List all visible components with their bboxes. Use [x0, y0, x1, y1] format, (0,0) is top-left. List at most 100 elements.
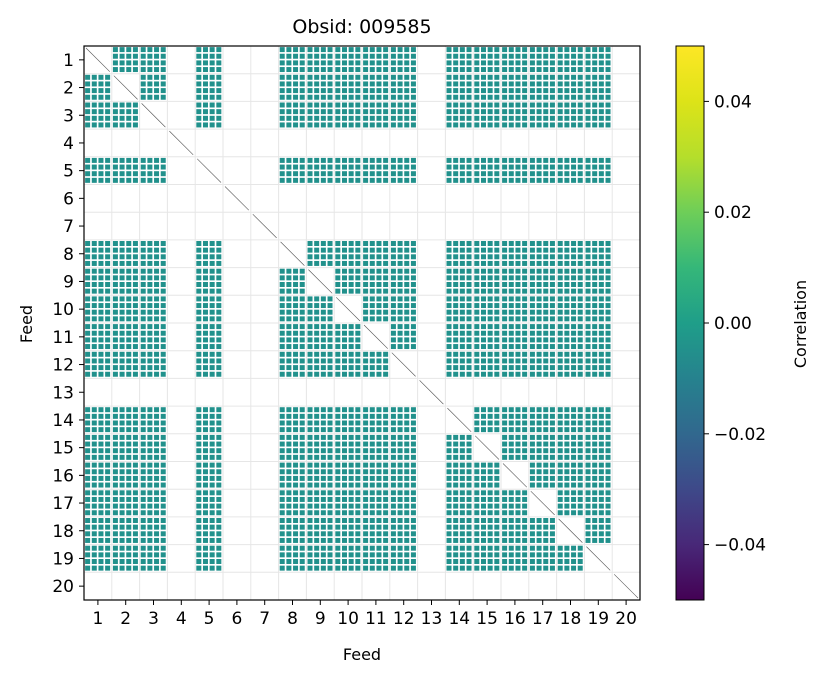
- heatmap-subcell: [293, 407, 299, 413]
- heatmap-subcell: [279, 537, 285, 543]
- heatmap-subcell: [279, 81, 285, 87]
- heatmap-subcell: [383, 531, 389, 537]
- heatmap-subcell: [314, 67, 320, 73]
- heatmap-cell: [502, 102, 528, 128]
- heatmap-subcell: [160, 53, 166, 59]
- heatmap-subcell: [160, 545, 166, 551]
- heatmap-subcell: [522, 157, 528, 163]
- heatmap-subcell: [154, 164, 160, 170]
- heatmap-cell: [196, 490, 222, 516]
- heatmap-subcell: [299, 420, 305, 426]
- heatmap-subcell: [154, 330, 160, 336]
- heatmap-subcell: [397, 109, 403, 115]
- heatmap-subcell: [605, 94, 611, 100]
- heatmap-subcell: [543, 324, 549, 330]
- heatmap-subcell: [209, 559, 215, 564]
- colorbar-ticks: 0.040.020.00−0.02−0.04: [704, 92, 766, 556]
- heatmap-subcell: [202, 316, 208, 322]
- heatmap-subcell: [85, 371, 91, 377]
- heatmap-cell: [557, 241, 583, 266]
- heatmap-subcell: [196, 268, 202, 274]
- heatmap-subcell: [410, 254, 416, 260]
- heatmap-cell: [529, 296, 555, 322]
- heatmap-subcell: [320, 482, 326, 488]
- heatmap-subcell: [494, 122, 500, 128]
- heatmap-subcell: [592, 177, 598, 183]
- heatmap-subcell: [466, 47, 472, 53]
- x-tick-label: 4: [176, 609, 187, 629]
- heatmap-subcell: [355, 288, 361, 294]
- heatmap-subcell: [91, 469, 97, 475]
- heatmap-subcell: [209, 351, 215, 357]
- heatmap-subcell: [196, 454, 202, 460]
- heatmap-subcell: [363, 122, 369, 128]
- heatmap-subcell: [154, 503, 160, 509]
- heatmap-subcell: [480, 503, 486, 509]
- heatmap-subcell: [410, 81, 416, 87]
- heatmap-subcell: [209, 552, 215, 558]
- heatmap-subcell: [119, 454, 125, 460]
- heatmap-subcell: [390, 309, 396, 315]
- heatmap-subcell: [363, 552, 369, 558]
- heatmap-subcell: [119, 288, 125, 294]
- heatmap-subcell: [327, 559, 333, 564]
- heatmap-subcell: [126, 454, 132, 460]
- heatmap-subcell: [307, 531, 313, 537]
- heatmap-subcell: [605, 74, 611, 80]
- heatmap-subcell: [335, 565, 341, 571]
- heatmap-subcell: [160, 413, 166, 419]
- heatmap-subcell: [474, 74, 480, 80]
- heatmap-subcell: [119, 60, 125, 66]
- heatmap-subcell: [571, 254, 577, 260]
- heatmap-subcell: [376, 177, 382, 183]
- heatmap-subcell: [390, 324, 396, 330]
- heatmap-subcell: [369, 518, 375, 523]
- heatmap-subcell: [376, 47, 382, 53]
- heatmap-subcell: [466, 157, 472, 163]
- heatmap-subcell: [202, 454, 208, 460]
- heatmap-subcell: [474, 102, 480, 108]
- heatmap-subcell: [446, 545, 452, 551]
- heatmap-subcell: [105, 537, 111, 543]
- heatmap-subcell: [605, 67, 611, 73]
- heatmap-subcell: [564, 164, 570, 170]
- heatmap-subcell: [279, 344, 285, 350]
- heatmap-subcell: [348, 559, 354, 564]
- heatmap-subcell: [279, 559, 285, 564]
- heatmap-subcell: [119, 537, 125, 543]
- heatmap-subcell: [160, 254, 166, 260]
- heatmap-subcell: [209, 247, 215, 253]
- heatmap-subcell: [592, 407, 598, 413]
- heatmap-subcell: [209, 510, 215, 516]
- y-axis-label: Feed: [17, 305, 36, 343]
- heatmap-subcell: [502, 241, 508, 246]
- heatmap-subcell: [508, 448, 514, 454]
- heatmap-subcell: [98, 241, 104, 246]
- heatmap-cell: [335, 324, 361, 350]
- heatmap-subcell: [126, 296, 132, 302]
- heatmap-subcell: [314, 53, 320, 59]
- heatmap-subcell: [307, 427, 313, 433]
- heatmap-subcell: [494, 565, 500, 571]
- heatmap-subcell: [598, 303, 604, 309]
- heatmap-subcell: [286, 47, 292, 53]
- heatmap-subcell: [314, 109, 320, 115]
- heatmap-subcell: [522, 371, 528, 377]
- y-tick-label: 20: [52, 577, 74, 597]
- heatmap-subcell: [605, 122, 611, 128]
- heatmap-subcell: [363, 441, 369, 447]
- heatmap-subcell: [410, 74, 416, 80]
- heatmap-subcell: [515, 413, 521, 419]
- heatmap-subcell: [341, 115, 347, 121]
- heatmap-subcell: [119, 482, 125, 488]
- heatmap-subcell: [314, 164, 320, 170]
- colorbar-tick-label: 0.04: [714, 92, 752, 112]
- heatmap-cell: [85, 324, 111, 350]
- heatmap-subcell: [383, 358, 389, 364]
- heatmap-subcell: [126, 552, 132, 558]
- heatmap-subcell: [459, 531, 465, 537]
- heatmap-subcell: [363, 545, 369, 551]
- heatmap-subcell: [363, 247, 369, 253]
- heatmap-subcell: [549, 164, 555, 170]
- heatmap-cell: [529, 518, 555, 543]
